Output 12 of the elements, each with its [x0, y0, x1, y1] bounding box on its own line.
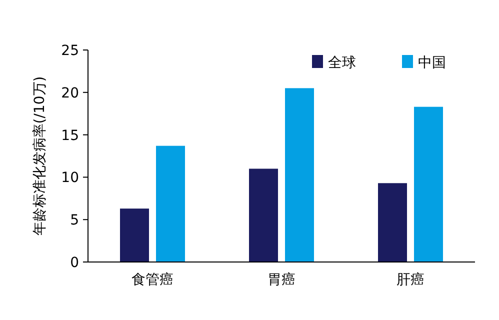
y-tick-label: 25: [61, 43, 79, 59]
y-tick-label: 0: [70, 255, 79, 271]
legend-label: 全球: [328, 55, 356, 71]
x-tick-label: 胃癌: [268, 272, 296, 288]
x-tick-label: 食管癌: [132, 272, 174, 288]
legend-label: 中国: [418, 55, 446, 71]
y-tick-label: 10: [61, 170, 79, 186]
y-axis-title: 年龄标准化发病率(/10万): [32, 76, 48, 236]
y-tick-label: 15: [61, 128, 79, 144]
x-tick-label: 肝癌: [396, 272, 424, 288]
y-tick-label: 20: [61, 85, 79, 102]
y-tick-label: 5: [70, 212, 79, 229]
